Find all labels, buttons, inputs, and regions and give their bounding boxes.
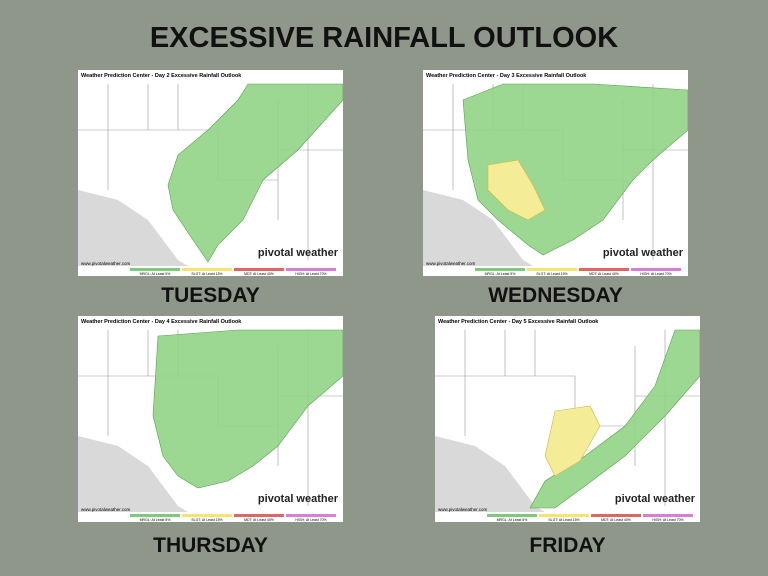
- map-header-text: Weather Prediction Center - Day 4 Excess…: [81, 319, 242, 325]
- legend-label: MDT: At Least 40%: [601, 518, 631, 522]
- legend-label: MRGL: At Least 5%: [485, 272, 516, 276]
- legend-label: HIGH: At Least 70%: [640, 272, 671, 276]
- day-label: THURSDAY: [153, 534, 268, 557]
- legend-swatch: [286, 514, 336, 517]
- map-header: [78, 316, 343, 329]
- legend-swatch: [643, 514, 693, 517]
- brand: pivotal weather: [615, 493, 696, 505]
- legend-label: HIGH: At Least 70%: [652, 518, 683, 522]
- map-header-text: Weather Prediction Center - Day 5 Excess…: [438, 319, 599, 325]
- mexico: [423, 190, 533, 266]
- legend-label: MRGL: At Least 5%: [140, 518, 171, 522]
- slight-risk-area: [487, 159, 546, 221]
- legend-swatch: [182, 268, 232, 271]
- marginal-risk-area: [529, 329, 700, 509]
- legend-label: MRGL: At Least 5%: [497, 518, 528, 522]
- mexico: [435, 436, 545, 512]
- marginal-risk-area: [152, 329, 343, 489]
- map-header-text: Weather Prediction Center - Day 2 Excess…: [81, 73, 242, 79]
- brand: pivotal weather: [603, 247, 684, 259]
- page-title: EXCESSIVE RAINFALL OUTLOOK: [149, 22, 619, 54]
- map-header: [435, 316, 700, 329]
- site: www.pivotalweather.com: [81, 261, 131, 266]
- site: www.pivotalweather.com: [81, 507, 131, 512]
- legend-swatch: [234, 514, 284, 517]
- legend-label: MDT: At Least 40%: [244, 272, 274, 276]
- legend-label: SLGT: At Least 15%: [191, 272, 222, 276]
- legend-swatch: [130, 514, 180, 517]
- mexico: [78, 190, 188, 266]
- day-label: FRIDAY: [529, 534, 606, 557]
- legend-label: SLGT: At Least 15%: [536, 272, 567, 276]
- legend-label: MDT: At Least 40%: [244, 518, 274, 522]
- legend-swatch: [130, 268, 180, 271]
- legend-label: MDT: At Least 40%: [589, 272, 619, 276]
- legend-swatch: [527, 268, 577, 271]
- map-header: [78, 70, 343, 83]
- legend-swatch: [182, 514, 232, 517]
- map-header-text: Weather Prediction Center - Day 3 Excess…: [426, 73, 587, 79]
- legend-label: HIGH: At Least 70%: [295, 518, 326, 522]
- brand: pivotal weather: [258, 493, 339, 505]
- legend-swatch: [631, 268, 681, 271]
- mexico: [78, 436, 188, 512]
- outlook-map: Weather Prediction Center - Day 5 Excess…: [435, 316, 700, 522]
- outlook-map: Weather Prediction Center - Day 3 Excess…: [423, 70, 688, 276]
- site: www.pivotalweather.com: [438, 507, 488, 512]
- day-label: WEDNESDAY: [488, 284, 623, 307]
- legend-swatch: [286, 268, 336, 271]
- map-header: [423, 70, 688, 83]
- legend-label: SLGT: At Least 15%: [548, 518, 579, 522]
- brand: pivotal weather: [258, 247, 339, 259]
- legend-swatch: [591, 514, 641, 517]
- legend-swatch: [579, 268, 629, 271]
- legend-swatch: [234, 268, 284, 271]
- legend-swatch: [539, 514, 589, 517]
- marginal-risk-area: [167, 83, 343, 263]
- outlook-map: Weather Prediction Center - Day 2 Excess…: [78, 70, 343, 276]
- legend-label: MRGL: At Least 5%: [140, 272, 171, 276]
- outlook-map: Weather Prediction Center - Day 4 Excess…: [78, 316, 343, 522]
- slight-risk-area: [544, 405, 601, 477]
- legend-label: HIGH: At Least 70%: [295, 272, 326, 276]
- legend-swatch: [487, 514, 537, 517]
- legend-label: SLGT: At Least 15%: [191, 518, 222, 522]
- site: www.pivotalweather.com: [426, 261, 476, 266]
- legend-swatch: [475, 268, 525, 271]
- day-label: TUESDAY: [161, 284, 260, 307]
